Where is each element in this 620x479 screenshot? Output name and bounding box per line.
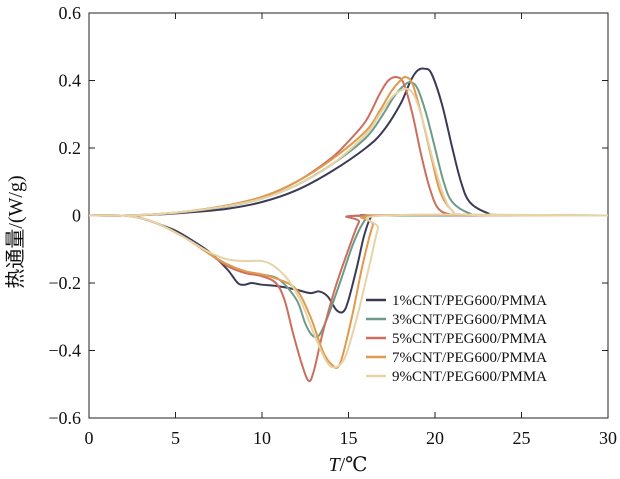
legend-label-5: 9%CNT/PEG600/PMMA (392, 369, 547, 385)
legend-label-4: 7%CNT/PEG600/PMMA (392, 350, 547, 366)
x-tick-label: 5 (171, 428, 180, 448)
legend-label-2: 3%CNT/PEG600/PMMA (392, 312, 547, 328)
legend-label-3: 5%CNT/PEG600/PMMA (392, 331, 547, 347)
x-tick-label: 0 (85, 428, 94, 448)
y-tick-label: 0.6 (59, 3, 82, 23)
y-tick-label: −0.6 (48, 408, 81, 428)
y-tick-label: 0 (72, 206, 81, 226)
y-tick-label: 0.2 (59, 138, 82, 158)
x-tick-label: 15 (340, 428, 358, 448)
series-2-heating-line (88, 81, 609, 217)
legend-label-1: 1%CNT/PEG600/PMMA (392, 293, 547, 309)
x-tick-label: 25 (513, 428, 531, 448)
series-4-heating-line (88, 76, 609, 217)
series-1-heating-line (88, 67, 609, 217)
x-tick-label: 10 (253, 428, 271, 448)
legend: 1%CNT/PEG600/PMMA 3%CNT/PEG600/PMMA 5%CNT/… (366, 293, 547, 385)
y-tick-label: −0.4 (48, 341, 81, 361)
x-tick-label: 30 (599, 428, 617, 448)
series-5-heating-line (88, 87, 609, 217)
series-5-cooling-line (88, 213, 609, 369)
ticks: 0 5 10 15 20 25 30 0.6 0.4 0.2 0 −0.2 −0.4 −0.6 (48, 3, 617, 448)
y-axis-label: 热通量/(W/g) (4, 175, 27, 288)
y-tick-label: 0.4 (59, 71, 82, 91)
x-tick-label: 20 (426, 428, 444, 448)
x-axis-label-unit: /℃ (340, 454, 368, 476)
x-axis-label-symbol: T (328, 454, 341, 476)
curves (88, 67, 609, 383)
y-tick-label: −0.2 (48, 273, 81, 293)
x-axis-label: T/℃ (328, 454, 367, 476)
